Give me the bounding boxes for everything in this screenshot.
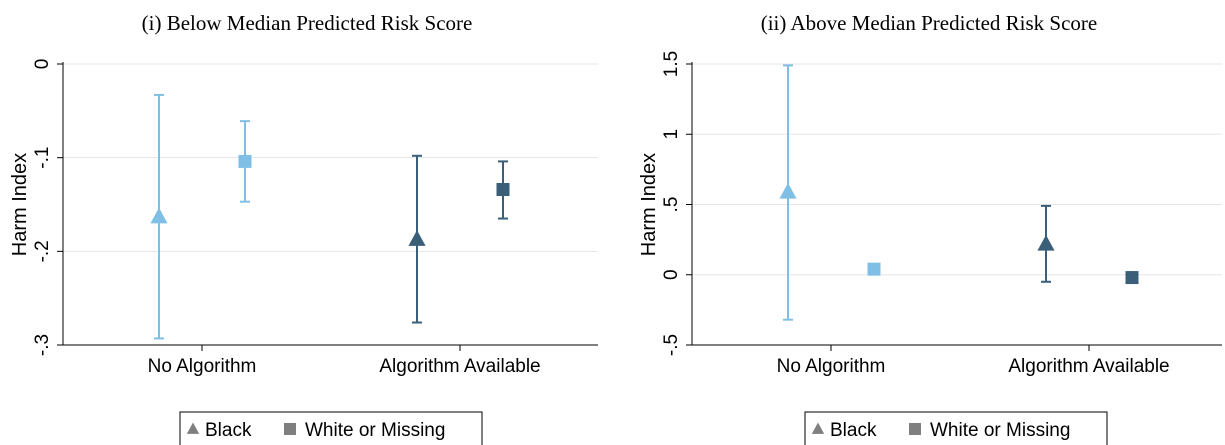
legend: Black White or Missing [179, 411, 483, 445]
y-tick-label: -.3 [32, 334, 53, 356]
y-tick-label: -.2 [32, 240, 53, 262]
chart-panel-1: (i) Below Median Predicted Risk Score 0 -.… [9, 11, 598, 445]
data-point-black [150, 93, 168, 340]
legend-label-black: Black [205, 420, 252, 441]
data-point-black [779, 64, 797, 321]
y-tick-label: -.1 [32, 147, 53, 169]
x-category-label: Algorithm Available [379, 356, 540, 377]
x-category-label: No Algorithm [777, 356, 886, 377]
data-point-white-or-missing [238, 120, 252, 203]
y-tick-label: 0 [661, 269, 682, 280]
square-marker [1125, 271, 1139, 285]
data-point-white-or-missing [496, 160, 510, 220]
chart-panel-2: (ii) Above Median Predicted Risk Score 1.… [638, 11, 1222, 445]
data-point-black [1037, 204, 1055, 283]
legend-label-white-or-missing: White or Missing [305, 420, 445, 441]
square-marker [867, 262, 881, 276]
legend-label-black: Black [830, 420, 877, 441]
x-category-label: Algorithm Available [1008, 356, 1169, 377]
legend-square-icon [909, 423, 921, 435]
legend-box [804, 411, 1108, 445]
chart-title: (i) Below Median Predicted Risk Score [142, 11, 473, 35]
chart-title: (ii) Above Median Predicted Risk Score [761, 11, 1098, 35]
legend-square-icon [284, 423, 296, 435]
square-marker [496, 183, 510, 197]
y-tick-label: 1.5 [661, 51, 682, 77]
legend-box [179, 411, 483, 445]
y-tick-label: -.5 [661, 334, 682, 356]
legend-triangle-icon [811, 422, 825, 434]
triangle-marker [779, 182, 797, 199]
triangle-marker [1037, 234, 1055, 251]
square-marker [238, 154, 252, 168]
data-point-white-or-missing [867, 262, 881, 276]
data-point-white-or-missing [1125, 271, 1139, 285]
y-tick-label: .5 [661, 197, 682, 213]
y-axis-label: Harm Index [638, 153, 660, 256]
x-category-label: No Algorithm [148, 356, 257, 377]
y-tick-label: 0 [32, 59, 53, 70]
legend: Black White or Missing [804, 411, 1108, 445]
legend-label-white-or-missing: White or Missing [930, 420, 1070, 441]
y-tick-label: 1 [661, 129, 682, 140]
triangle-marker [150, 207, 168, 224]
y-axis-label: Harm Index [9, 153, 31, 256]
triangle-marker [408, 230, 426, 246]
legend-triangle-icon [186, 422, 200, 434]
data-point-black [408, 154, 426, 324]
